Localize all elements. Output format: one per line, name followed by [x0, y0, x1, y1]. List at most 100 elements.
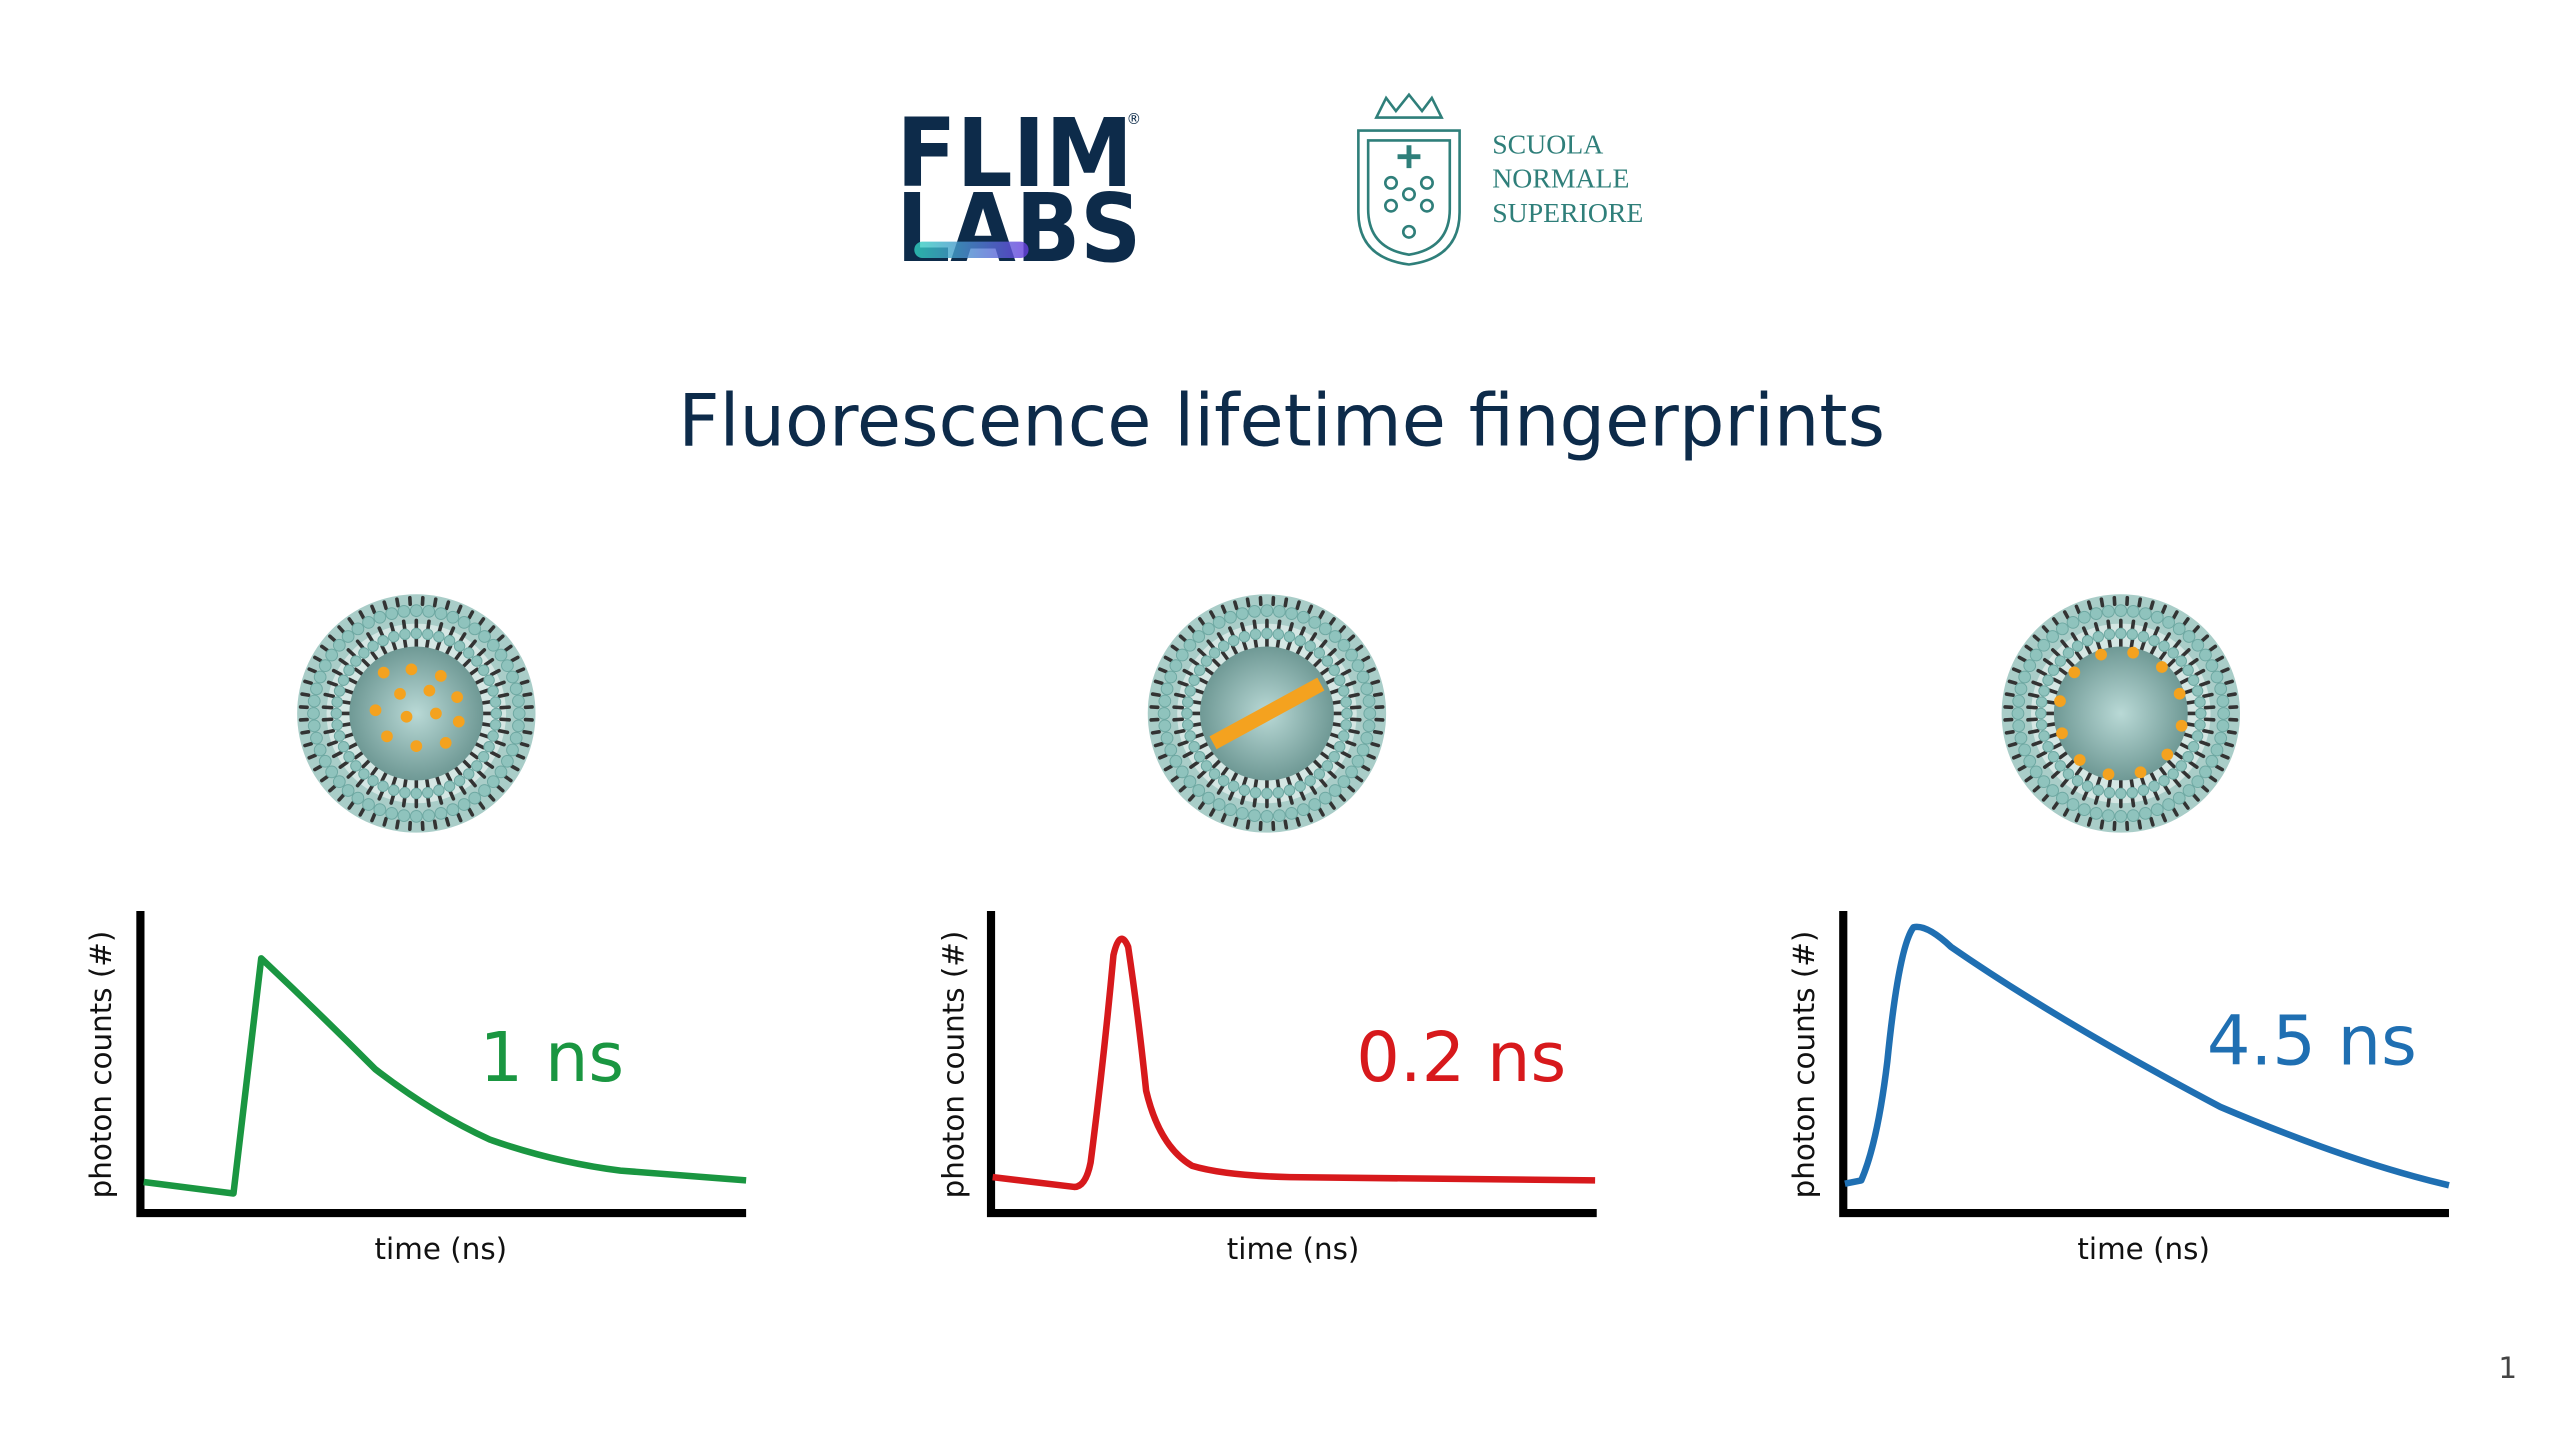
lipid-head — [1248, 809, 1261, 822]
probe-dot — [381, 730, 393, 743]
lipid-tail — [1324, 742, 1336, 750]
decay-curve — [992, 935, 1596, 1191]
lipid-head — [2214, 731, 2228, 745]
lipid-head — [1337, 775, 1351, 789]
lipid-head — [1202, 622, 1215, 636]
lipid-head — [410, 787, 423, 800]
lipid-tail — [1212, 759, 1222, 769]
lipid-tail — [476, 648, 487, 658]
lipid-head — [489, 696, 502, 708]
lipid-head — [2089, 806, 2103, 820]
lipid-tail — [2199, 680, 2211, 687]
lipid-tail — [2074, 765, 2084, 777]
crest-ball — [1401, 224, 1416, 239]
lipid-tail — [1241, 640, 1249, 652]
lipid-tail — [1366, 753, 1376, 760]
lipid-head — [2182, 630, 2196, 643]
lipid-head — [457, 798, 471, 811]
lipid-head — [2023, 659, 2037, 673]
lipid-head — [463, 768, 475, 780]
probe-dot — [2161, 748, 2174, 761]
lipid-head — [2195, 707, 2207, 720]
lipid-head — [1238, 630, 1251, 643]
lipid-head — [506, 670, 519, 684]
lipid-head — [1208, 768, 1221, 780]
lipid-head — [1272, 604, 1286, 618]
lipid-tail — [2058, 751, 2069, 760]
lipid-tail — [1190, 699, 1203, 705]
lipid-tail — [1319, 667, 1330, 676]
lipid-tail — [1312, 759, 1322, 769]
lipid-tail — [2042, 760, 2054, 769]
axis — [1839, 911, 2449, 1218]
crest-ball — [1419, 198, 1434, 213]
lipid-tail — [361, 658, 371, 668]
lipid-tail — [1220, 812, 1227, 823]
lipid-tail — [2226, 729, 2237, 735]
lipid-tail — [2194, 668, 2206, 677]
vesicle-core — [2053, 646, 2188, 781]
lipid-tail — [515, 667, 526, 674]
lipid-tail — [468, 639, 477, 650]
lipid-head — [1363, 707, 1377, 720]
lipid-tail — [389, 622, 396, 634]
lipid-tail — [453, 765, 463, 777]
lipid-tail — [503, 644, 513, 652]
lipid-head — [332, 638, 346, 652]
lipid-tail — [1233, 816, 1239, 827]
lipid-head — [2029, 765, 2043, 779]
lipid-tail — [2081, 626, 2089, 638]
lipid-tail — [453, 650, 463, 662]
lipid-head — [446, 803, 460, 817]
probe-dot — [400, 710, 413, 723]
lipid-head — [2081, 634, 2094, 647]
lipid-tail — [1318, 610, 1325, 620]
lipid-head — [1283, 784, 1296, 796]
lipid-tail — [1182, 668, 1194, 677]
lipid-head — [509, 682, 523, 696]
probe-dot — [369, 704, 382, 717]
lipid-tail — [2084, 644, 2093, 656]
lipid-tail — [519, 741, 530, 748]
lipid-tail — [480, 699, 493, 705]
lipid-tail — [476, 769, 487, 779]
lipid-head — [2014, 731, 2028, 745]
lipid-head — [2066, 616, 2080, 629]
lipid-tail — [326, 740, 339, 747]
lipid-tail — [2011, 753, 2022, 760]
lipid-tail — [1182, 750, 1194, 759]
lipid-tail — [347, 617, 355, 627]
lipid-head — [331, 719, 343, 731]
lipid-tail — [389, 793, 396, 805]
lipid-head — [1160, 682, 1174, 696]
lipid-tail — [1366, 667, 1376, 674]
lipid-tail — [2052, 742, 2063, 750]
crest-ball — [1401, 187, 1416, 202]
lipid-tail — [1348, 728, 1360, 735]
lipid-tail — [2214, 764, 2225, 772]
lipid-tail — [1372, 692, 1384, 697]
lipid-tail — [2036, 668, 2048, 677]
lipid-tail — [1327, 648, 1337, 658]
lipid-tail — [1370, 741, 1381, 748]
lipid-head — [471, 760, 483, 772]
lipid-tail — [2086, 816, 2093, 827]
lipid-head — [2066, 798, 2080, 811]
lipid-head — [1224, 803, 1237, 817]
lipid-head — [1272, 786, 1285, 799]
lipid-tail — [1153, 679, 1164, 685]
lipid-head — [1356, 743, 1370, 757]
lipid-tail — [2152, 789, 2160, 801]
lipid-tail — [340, 699, 353, 705]
lipid-head — [2037, 638, 2051, 652]
lipid-head — [2167, 768, 2179, 780]
lipid-head — [1340, 719, 1352, 731]
lipid-tail — [2004, 729, 2015, 735]
lipid-tail — [2107, 777, 2113, 790]
lipid-tail — [2141, 622, 2148, 634]
lipid-tail — [380, 644, 388, 656]
lipid-head — [1297, 610, 1310, 624]
sns-line: NORMALE — [1492, 164, 1629, 195]
lipid-head — [446, 610, 460, 624]
